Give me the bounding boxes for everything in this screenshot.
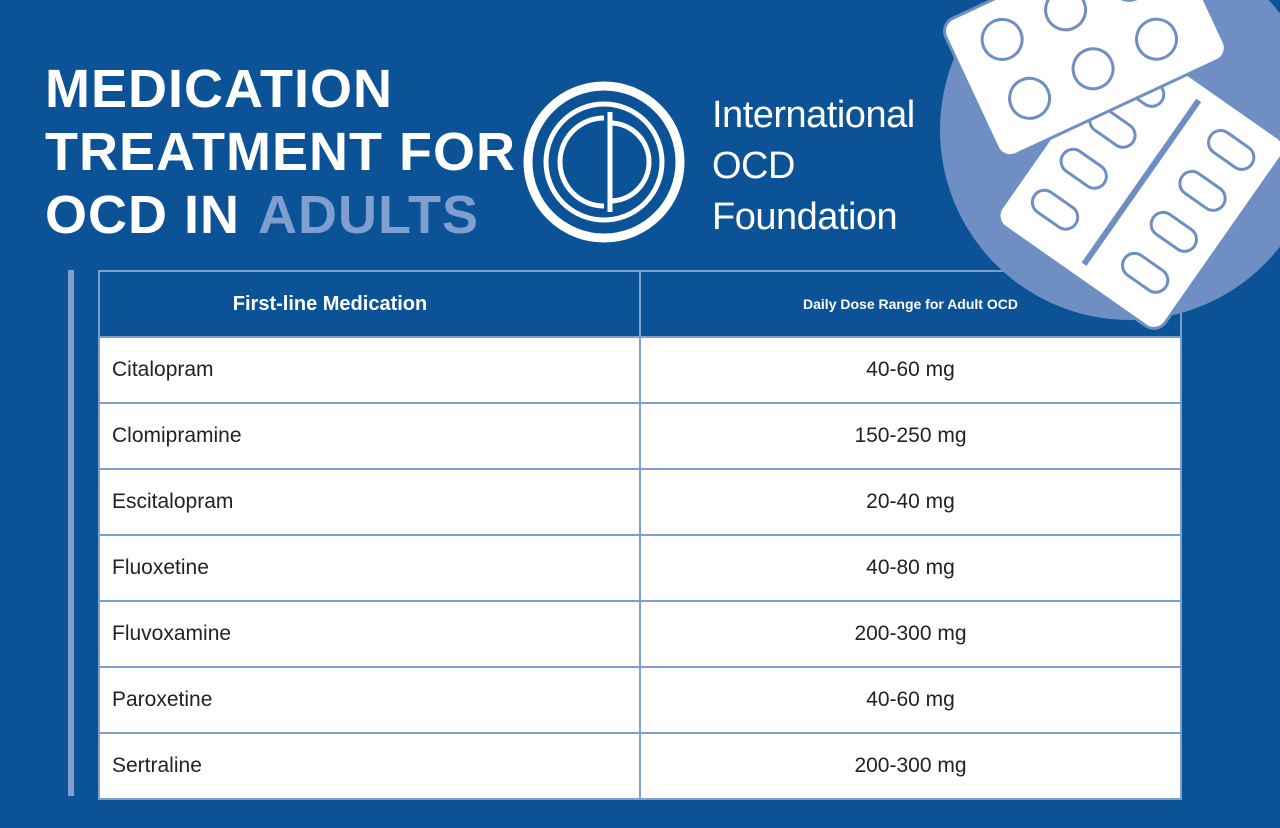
dose-cell: 150-250 mg	[639, 402, 1182, 470]
table-row: Sertraline 200-300 mg	[98, 732, 1182, 800]
table-row: Fluvoxamine 200-300 mg	[98, 600, 1182, 668]
medication-cell: Fluvoxamine	[98, 600, 641, 668]
medication-cell: Sertraline	[98, 732, 641, 800]
logo-text: International OCD Foundation	[712, 90, 915, 243]
table-row: Clomipramine 150-250 mg	[98, 402, 1182, 470]
title: MEDICATION TREATMENT FOR OCD IN ADULTS	[45, 58, 516, 247]
logo-mark	[523, 81, 685, 243]
table-row: Citalopram 40-60 mg	[98, 336, 1182, 404]
dose-table: First-line Medication Daily Dose Range fo…	[98, 270, 1182, 800]
dose-cell: 200-300 mg	[639, 732, 1182, 800]
title-line: TREATMENT FOR	[45, 122, 516, 182]
table-row: Paroxetine 40-60 mg	[98, 666, 1182, 734]
medication-cell: Fluoxetine	[98, 534, 641, 602]
table-row: Fluoxetine 40-80 mg	[98, 534, 1182, 602]
pill-illustration	[940, 0, 1280, 330]
title-line: MEDICATION	[45, 59, 393, 119]
title-highlight: ADULTS	[258, 185, 479, 245]
medication-cell: Citalopram	[98, 336, 641, 404]
column-header: First-line Medication	[98, 270, 641, 338]
logo-line: Foundation	[712, 196, 898, 238]
dose-cell: 40-60 mg	[639, 336, 1182, 404]
dose-cell: 20-40 mg	[639, 468, 1182, 536]
logo-line: OCD	[712, 145, 795, 187]
logo-line: International	[712, 94, 915, 136]
dose-cell: 200-300 mg	[639, 600, 1182, 668]
medication-cell: Clomipramine	[98, 402, 641, 470]
accent-bar	[68, 270, 74, 796]
table-row: Escitalopram 20-40 mg	[98, 468, 1182, 536]
title-line: OCD IN	[45, 185, 240, 245]
medication-cell: Escitalopram	[98, 468, 641, 536]
dose-cell: 40-80 mg	[639, 534, 1182, 602]
dose-cell: 40-60 mg	[639, 666, 1182, 734]
medication-cell: Paroxetine	[98, 666, 641, 734]
